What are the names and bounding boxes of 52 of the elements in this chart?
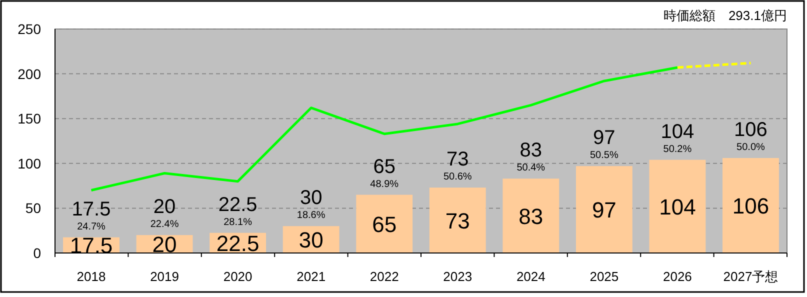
annotation: 50.0% <box>736 142 766 154</box>
data-label: 106 <box>732 194 770 219</box>
annotation: 48.9% <box>370 178 399 190</box>
y-tick-label: 150 <box>18 110 42 127</box>
x-tick-label: 2022 <box>370 269 399 284</box>
y-tick-label: 200 <box>18 66 42 82</box>
annotation: 50.5% <box>590 150 618 162</box>
x-tick-label: 2024 <box>516 269 546 284</box>
bar <box>576 166 632 253</box>
annotation: 30 <box>300 187 322 210</box>
data-label: 22.5 <box>216 230 260 256</box>
x-tick-label: 2025 <box>590 269 619 284</box>
x-tick-label: 2018 <box>76 269 106 284</box>
annotation: 18.6% <box>296 210 326 222</box>
annotation: 73 <box>446 148 469 171</box>
y-tick-label: 0 <box>33 245 42 261</box>
data-label: 30 <box>298 228 324 253</box>
x-tick-label: 2027予想 <box>723 269 778 284</box>
annotation: 106 <box>734 119 768 142</box>
data-label: 83 <box>518 204 544 229</box>
data-label: 20 <box>152 232 177 258</box>
x-tick-label: 2020 <box>223 269 252 284</box>
annotation: 22.4% <box>150 219 179 230</box>
annotation: 50.4% <box>516 162 546 174</box>
data-label: 73 <box>445 208 470 234</box>
annotation: 65 <box>373 156 396 178</box>
y-tick-label: 250 <box>18 21 42 37</box>
data-label: 97 <box>592 198 616 223</box>
bar <box>649 160 706 253</box>
annotation: 50.2% <box>663 144 692 155</box>
x-tick-label: 2026 <box>662 269 692 284</box>
text: 時価総額 293.1億円 <box>663 8 787 23</box>
data-label: 104 <box>659 194 696 220</box>
bar <box>502 178 560 253</box>
annotation: 83 <box>520 140 542 162</box>
data-label: 65 <box>372 212 397 237</box>
y-tick-label: 50 <box>25 200 42 216</box>
annotation: 50.6% <box>443 172 472 183</box>
x-tick-label: 2019 <box>150 269 180 284</box>
bar <box>356 194 413 253</box>
annotation: 20 <box>153 196 176 218</box>
x-tick-label: 2023 <box>443 269 472 284</box>
annotation: 28.1% <box>224 216 252 228</box>
annotation: 22.5 <box>218 194 258 216</box>
bar <box>722 158 779 253</box>
bar <box>429 188 486 253</box>
annotation: 17.5 <box>72 198 111 220</box>
x-tick-label: 2021 <box>296 269 326 284</box>
y-tick-label: 100 <box>18 155 42 172</box>
annotation: 97 <box>593 127 616 150</box>
annotation: 104 <box>660 120 694 143</box>
annotation: 24.7% <box>77 221 106 232</box>
